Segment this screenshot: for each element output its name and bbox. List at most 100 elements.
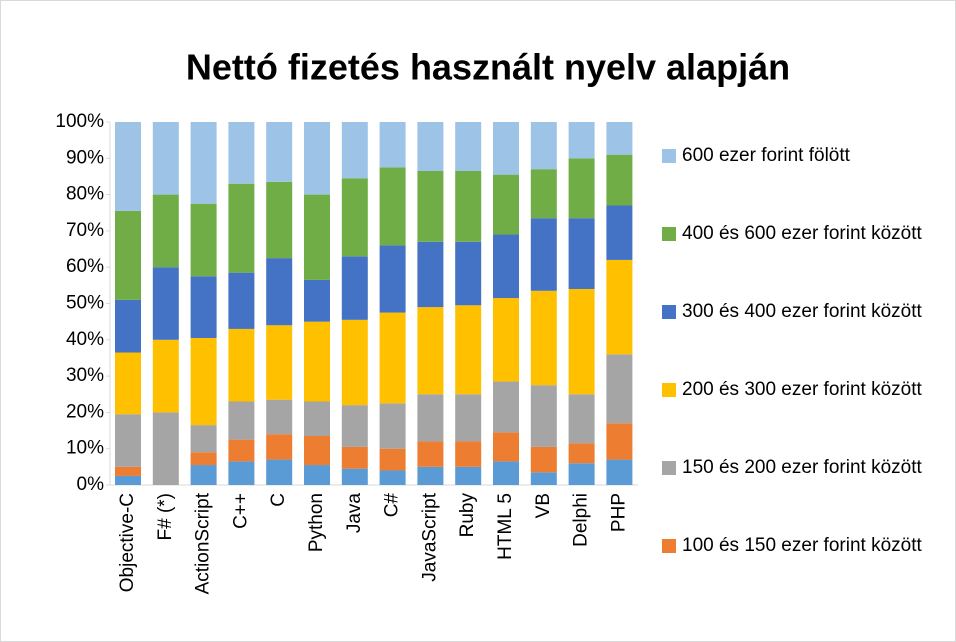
legend-item: 300 és 400 ezer forint között — [662, 294, 952, 366]
y-tick-label: 40% — [66, 329, 104, 350]
legend-label: 600 ezer forint fölött — [682, 145, 850, 166]
bar-segment — [115, 475, 141, 485]
bar-segment — [455, 171, 482, 242]
bar-segment — [493, 234, 519, 299]
bar-segment — [228, 401, 255, 440]
y-tick-label: 0% — [77, 474, 105, 495]
bar-segment — [115, 466, 141, 476]
bar-segment — [115, 299, 141, 353]
bar-segment — [266, 459, 293, 485]
bar-segment — [493, 174, 519, 235]
legend-item: 200 és 300 ezer forint között — [662, 372, 952, 444]
x-tick-label: VB — [533, 493, 554, 518]
bar-segment — [379, 448, 406, 471]
bar-segment — [341, 405, 368, 447]
bar-segment — [417, 394, 444, 442]
legend-item: 100 és 150 ezer forint között — [662, 528, 952, 600]
bar-segment — [379, 403, 406, 449]
x-tick-label: HTML 5 — [495, 493, 516, 560]
bar-segment — [417, 241, 444, 308]
bar-segment — [606, 259, 633, 355]
bar-segment — [568, 122, 595, 159]
bar-segment — [606, 122, 633, 155]
bar-segment — [304, 122, 330, 195]
bar-segment — [568, 218, 595, 289]
bar-segment — [304, 465, 330, 485]
bar-segment — [455, 466, 482, 485]
y-tick-label: 60% — [66, 256, 104, 277]
bar-segment — [493, 298, 519, 382]
legend-label: 300 és 400 ezer forint között — [682, 301, 922, 322]
legend-item: 400 és 600 ezer forint között — [662, 216, 952, 288]
bar-segment — [266, 122, 293, 182]
y-tick-label: 80% — [66, 184, 104, 205]
bar-segment — [568, 463, 595, 485]
bar-segment — [266, 258, 293, 326]
y-tick-label: 50% — [66, 293, 104, 314]
x-tick-label: PHP — [608, 493, 629, 532]
legend-swatch — [662, 383, 676, 397]
bar-segment — [341, 256, 368, 320]
legend-label: 150 és 200 ezer forint között — [682, 457, 922, 478]
bar-segment — [568, 158, 595, 219]
bar-segment — [568, 443, 595, 464]
bar-segment — [417, 122, 444, 172]
legend-label: 200 és 300 ezer forint között — [682, 379, 922, 400]
x-tick-label: C++ — [230, 493, 251, 529]
x-tick-label: Objective-C — [117, 493, 138, 592]
bar-segment — [455, 441, 482, 467]
bar-segment — [455, 122, 482, 172]
legend-item: 150 és 200 ezer forint között — [662, 450, 952, 522]
bar-segment — [266, 434, 293, 460]
legend-swatch — [662, 461, 676, 475]
x-tick-label: JavaScript — [419, 492, 440, 581]
bar-segment — [341, 446, 368, 469]
bar-segment — [152, 339, 179, 413]
y-tick-label: 90% — [66, 147, 104, 168]
bar-segment — [115, 210, 141, 300]
bar-segment — [115, 414, 141, 467]
bar-segment — [455, 241, 482, 306]
bar-segment — [606, 423, 633, 460]
bar-segment — [341, 178, 368, 257]
bar-segment — [152, 122, 179, 195]
bar-segment — [455, 394, 482, 442]
bar-segment — [228, 461, 255, 485]
bar-segment — [606, 205, 633, 260]
bar-segment — [455, 305, 482, 395]
bar-segment — [190, 452, 217, 466]
bar-segment — [115, 352, 141, 415]
bar-segment — [417, 307, 444, 395]
bar-segment — [304, 321, 330, 402]
bar-segment — [115, 122, 141, 211]
bar-segment — [190, 425, 217, 453]
bar-segment — [190, 203, 217, 277]
bar-segment — [304, 401, 330, 436]
x-tick-label: C — [268, 493, 289, 507]
y-tick-label: 20% — [66, 401, 104, 422]
bar-segment — [530, 122, 557, 170]
bar-segment — [266, 181, 293, 259]
legend-swatch — [662, 149, 676, 163]
legend-swatch — [662, 539, 676, 553]
bar-segment — [379, 312, 406, 404]
bar-segment — [606, 354, 633, 424]
bar-segment — [493, 381, 519, 433]
bar-segment — [190, 337, 217, 426]
bar-segment — [379, 122, 406, 168]
bar-segment — [341, 468, 368, 485]
x-tick-label: Ruby — [457, 493, 478, 538]
bar-segment — [530, 472, 557, 485]
bar-segment — [304, 435, 330, 466]
x-tick-label: Delphi — [571, 493, 592, 547]
chart-title: Nettó fizetés használt nyelv alapján — [186, 47, 790, 88]
legend-item: 600 ezer forint fölött — [662, 138, 952, 210]
bar-segment — [379, 245, 406, 313]
x-tick-label: Java — [344, 493, 365, 534]
bar-segment — [493, 432, 519, 462]
bar-segment — [152, 412, 179, 485]
x-tick-label: C# — [382, 493, 403, 518]
bar-segment — [417, 441, 444, 467]
